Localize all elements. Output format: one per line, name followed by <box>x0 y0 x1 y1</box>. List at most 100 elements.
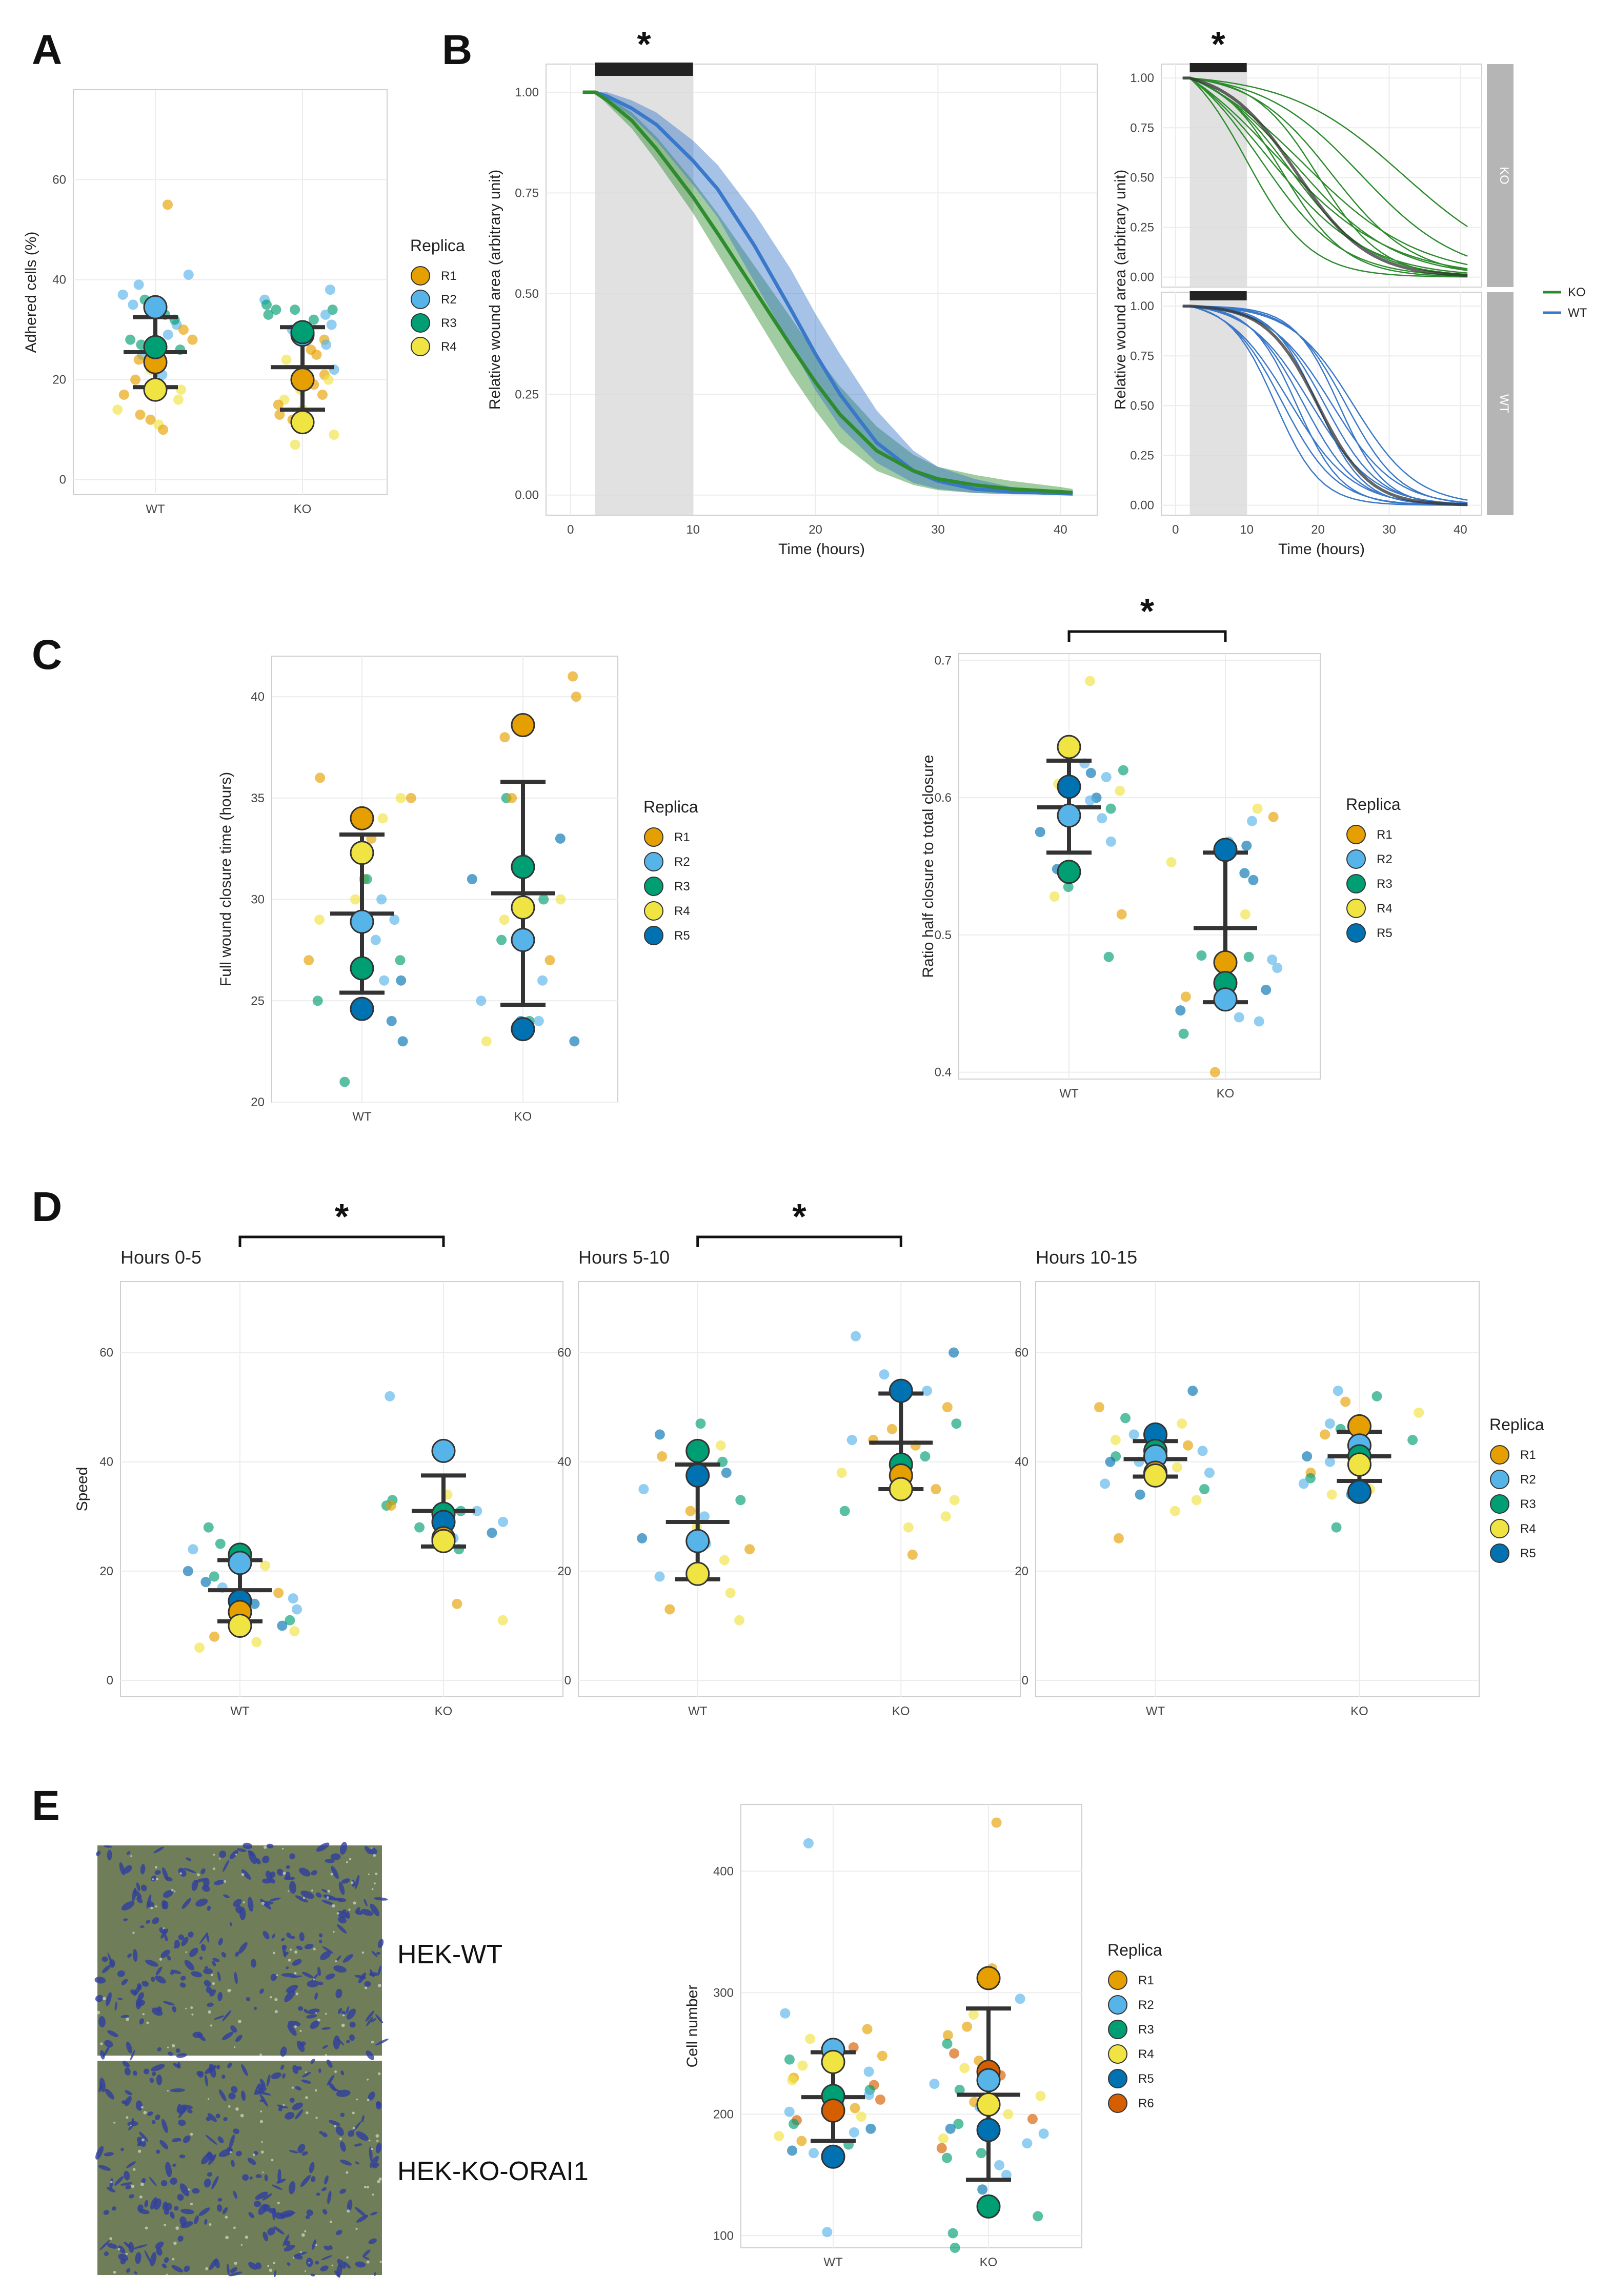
data-point <box>863 2066 874 2077</box>
data-point <box>734 1615 745 1626</box>
stained-cell <box>217 1971 221 1982</box>
data-point <box>555 833 566 844</box>
data-point <box>379 975 390 986</box>
stained-cell <box>104 2152 114 2157</box>
data-point <box>361 874 372 884</box>
stained-cell <box>318 2068 321 2073</box>
data-point <box>385 1391 395 1401</box>
data-point <box>261 299 272 310</box>
y-tick-label: 60 <box>557 1346 571 1360</box>
data-point <box>865 2123 876 2134</box>
significance-bracket <box>696 1235 902 1247</box>
stained-cell <box>292 2065 299 2074</box>
stained-cell <box>310 2059 315 2064</box>
pore-dot <box>305 2096 308 2099</box>
stained-cell <box>286 1865 290 1869</box>
stained-cell <box>160 1928 169 1939</box>
stained-cell <box>201 1885 210 1892</box>
facet-strip-ko <box>1487 64 1514 287</box>
stained-cell <box>95 1995 104 2002</box>
pore-dot <box>243 1901 245 1904</box>
pore-dot <box>311 1889 313 1892</box>
stained-cell <box>273 2270 277 2278</box>
data-point <box>339 1076 350 1087</box>
replicate-curve-ko <box>1182 77 1468 278</box>
stained-cell <box>162 1900 166 1909</box>
stained-cell <box>213 2015 225 2020</box>
x-axis-label: Time (hours) <box>778 541 865 558</box>
data-point <box>1035 827 1045 838</box>
pore-dot <box>348 1908 351 1911</box>
replicate-mean-r5 <box>685 1463 710 1488</box>
stained-cell <box>102 1965 111 1973</box>
stained-cell <box>354 2207 367 2218</box>
x-axis-label: Time (hours) <box>1278 541 1365 558</box>
stained-cell <box>211 2176 219 2189</box>
pore-dot <box>261 2141 263 2143</box>
stained-cell <box>222 2031 234 2040</box>
data-point <box>875 2094 885 2105</box>
stained-cell <box>223 2117 228 2121</box>
stained-cell <box>155 1966 163 1976</box>
stained-cell <box>125 2185 131 2190</box>
pore-dot <box>302 1897 305 1899</box>
stained-cell <box>107 2030 118 2038</box>
panel-letters: A B C D E <box>32 27 472 1829</box>
legend-title: Replica <box>1107 1941 1162 1959</box>
data-point <box>183 269 194 280</box>
stained-cell <box>292 1959 302 1966</box>
pore-dot <box>155 1905 157 1908</box>
pore-dot <box>277 2202 280 2205</box>
legend-key-r4 <box>1490 1519 1509 1538</box>
stained-cell <box>137 1983 142 1990</box>
significance-bar <box>595 63 693 76</box>
y-tick-label: 40 <box>251 690 265 704</box>
pore-dot <box>341 2023 345 2027</box>
replicate-mean-r4 <box>1057 735 1081 759</box>
replicate-curve-ko <box>1182 77 1468 270</box>
image-label-wt: HEK-WT <box>397 1940 502 1969</box>
replicate-mean-r4 <box>350 841 374 865</box>
replicate-curve-ko <box>1182 77 1468 266</box>
pore-dot <box>326 1896 329 1899</box>
data-point <box>251 1637 262 1648</box>
legend-title: Replica <box>1489 1415 1544 1434</box>
y-tick-label: 40 <box>52 273 66 287</box>
stained-cell <box>301 2151 308 2156</box>
replicate-mean-r2 <box>685 1529 710 1553</box>
stained-cell <box>171 2265 184 2272</box>
stained-cell <box>324 2245 331 2251</box>
stained-cell <box>319 2130 323 2135</box>
pore-dot <box>164 2224 167 2226</box>
pore-dot <box>371 1888 374 1891</box>
stained-cell <box>248 2262 258 2270</box>
stained-cell <box>299 1867 311 1877</box>
data-point <box>938 2133 949 2144</box>
stained-cell <box>243 1842 253 1850</box>
data-point <box>496 934 507 945</box>
legend-key-r5 <box>1490 1543 1509 1563</box>
stained-cell <box>343 2261 351 2269</box>
stained-cell <box>157 2047 162 2051</box>
data-point <box>568 671 578 682</box>
pore-dot <box>205 2267 209 2270</box>
stained-cell <box>238 1942 248 1954</box>
y-tick-label: 35 <box>251 791 265 805</box>
data-point <box>112 404 123 415</box>
data-point <box>487 1528 497 1538</box>
stained-cell <box>120 2015 129 2018</box>
pore-dot <box>301 2233 305 2237</box>
stained-cell <box>369 2156 379 2168</box>
data-point <box>941 2152 952 2163</box>
stained-cell <box>117 1998 123 2000</box>
data-point <box>1110 1435 1121 1446</box>
stained-cell <box>230 2025 237 2033</box>
stained-cell <box>105 2088 114 2100</box>
data-point <box>942 2038 953 2049</box>
stained-cell <box>354 1875 360 1889</box>
pore-dot <box>327 1889 331 1893</box>
stained-cell <box>316 2192 320 2196</box>
y-tick-label: 0 <box>107 1674 113 1688</box>
pore-dot <box>334 2070 337 2073</box>
replicate-mean-r4 <box>821 2049 845 2074</box>
